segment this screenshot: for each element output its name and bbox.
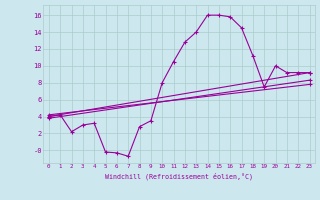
X-axis label: Windchill (Refroidissement éolien,°C): Windchill (Refroidissement éolien,°C) <box>105 172 253 180</box>
